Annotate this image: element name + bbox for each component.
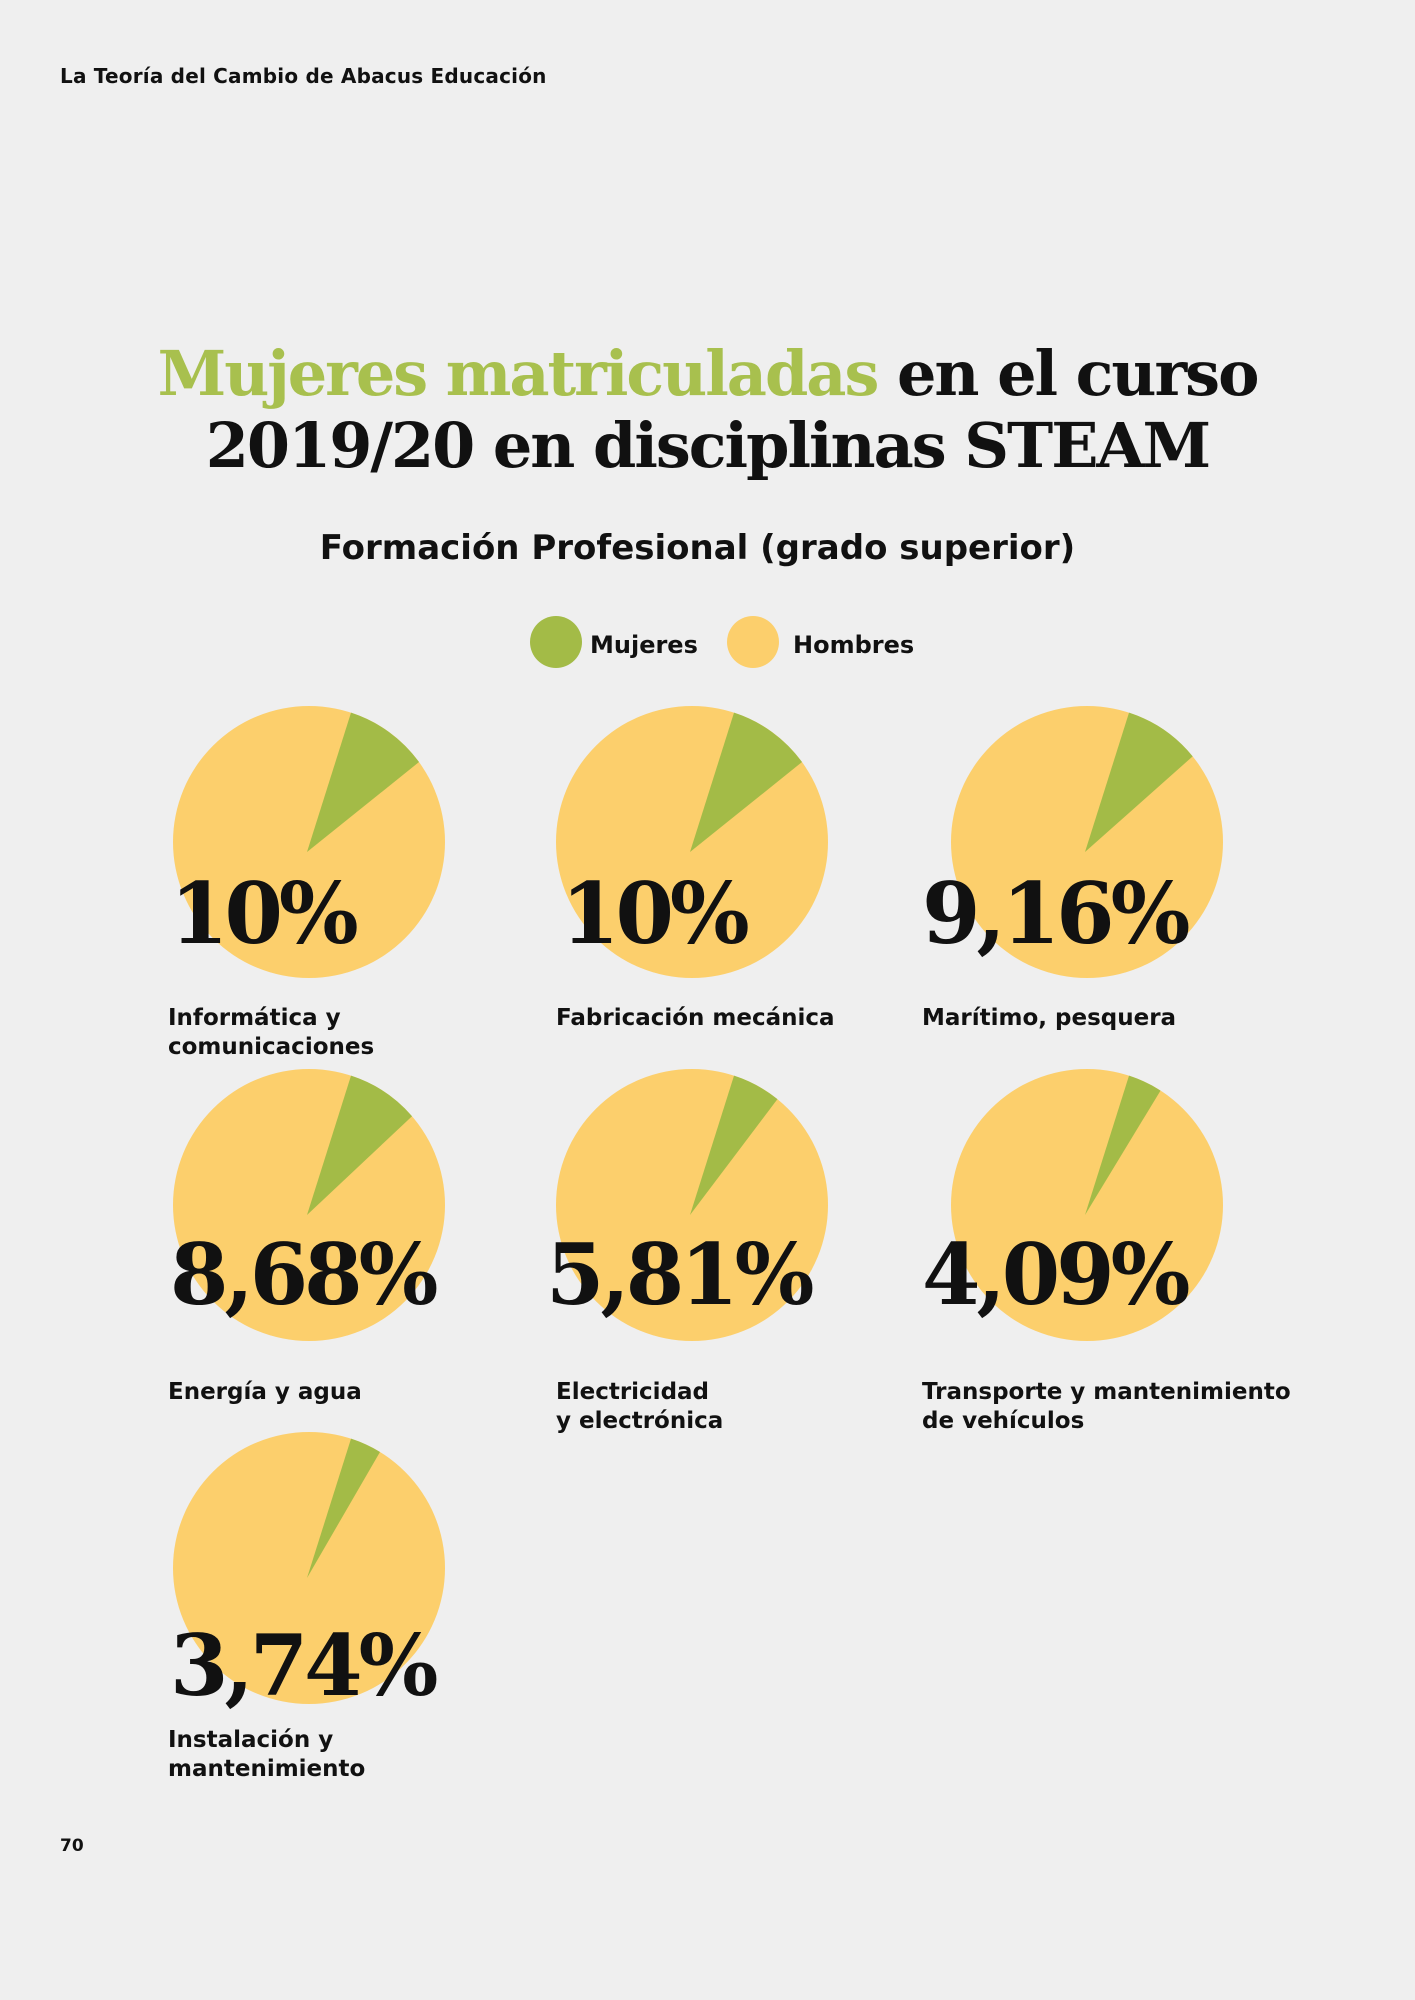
pie-category-label: Transporte y mantenimiento de vehículos [922,1379,1291,1434]
pie-value-label: 9,16% [922,864,1190,963]
legend-swatch-mujeres [530,616,582,668]
chart-subtitle: Formación Profesional (grado superior) [319,528,1076,568]
pie-slice-mujeres [307,1438,380,1578]
page-number: 70 [60,1836,84,1856]
pie-value-label: 5,81% [546,1225,814,1324]
pie-slice-hombres [173,1432,445,1704]
pie-category-label: Energía y agua [168,1379,362,1405]
pie-slice-hombres [951,1069,1223,1341]
pie-slice-mujeres [690,1075,778,1215]
pie-value-label: 4,09% [922,1225,1190,1324]
legend-swatch-hombres [727,616,779,668]
pie-slice-mujeres [307,1075,413,1215]
pie-slice-mujeres [307,712,420,852]
chart-title: Mujeres matriculadas en el curso 2019/20… [0,338,1415,482]
pie-value-label: 8,68% [170,1225,438,1324]
pie-slice-mujeres [690,712,803,852]
pie-value-label: 3,74% [170,1616,438,1715]
pie-category-label: Informática y comunicaciones [168,1005,375,1060]
legend-label-mujeres: Mujeres [590,631,698,659]
title-highlight: Mujeres matriculadas [157,337,880,410]
title-line-2: 2019/20 en disciplinas STEAM [205,409,1211,482]
legend-label-hombres: Hombres [793,631,915,659]
pie-slice-mujeres [1085,1075,1161,1215]
pie-value-label: 10% [170,864,359,963]
pie-category-label: Electricidad y electrónica [556,1379,724,1434]
pie-slice-hombres [556,1069,828,1341]
pie-value-label: 10% [561,864,750,963]
pie-category-label: Marítimo, pesquera [922,1005,1177,1031]
pie-category-label: Fabricación mecánica [556,1005,835,1031]
pie-category-label: Instalación y mantenimiento [168,1727,366,1782]
running-header: La Teoría del Cambio de Abacus Educación [60,64,547,88]
title-rest: en el curso [877,337,1259,410]
pie-slice-mujeres [1085,712,1193,852]
